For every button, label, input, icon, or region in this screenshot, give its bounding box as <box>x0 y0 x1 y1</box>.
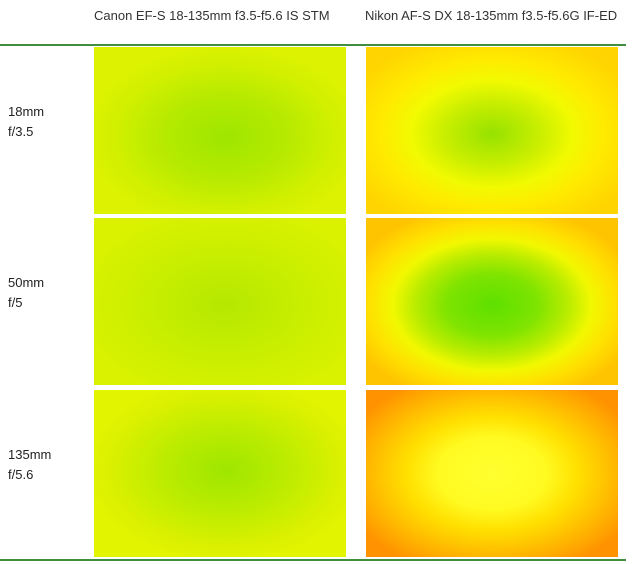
column-header-nikon-label: Nikon AF-S DX 18-135mm f3.5-f5.6G IF-ED <box>365 8 618 23</box>
nikon-18mm-vignetting-map <box>366 47 618 214</box>
column-header-nikon: Nikon AF-S DX 18-135mm f3.5-f5.6G IF-ED <box>365 6 625 26</box>
canon-18mm-vignetting-map <box>94 47 346 214</box>
bottom-rule <box>0 559 626 561</box>
nikon-135mm-vignetting-map <box>366 390 618 557</box>
row-label-135mm: 135mm f/5.6 <box>8 445 51 485</box>
row-label-18mm: 18mm f/3.5 <box>8 102 44 142</box>
row-label-focal: 50mm <box>8 275 45 290</box>
nikon-50mm-vignetting-map <box>366 218 618 385</box>
row-label-focal: 18mm <box>8 104 45 119</box>
row-label-focal: 135mm <box>8 447 52 462</box>
row-label-aperture: f/5 <box>8 295 23 310</box>
column-header-canon: Canon EF-S 18-135mm f3.5-f5.6 IS STM <box>94 6 354 26</box>
row-label-50mm: 50mm f/5 <box>8 273 44 313</box>
row-label-aperture: f/3.5 <box>8 124 34 139</box>
column-header-canon-label: Canon EF-S 18-135mm f3.5-f5.6 IS STM <box>94 8 330 23</box>
canon-135mm-vignetting-map <box>94 390 346 557</box>
canon-50mm-vignetting-map <box>94 218 346 385</box>
top-rule <box>0 44 626 46</box>
row-label-aperture: f/5.6 <box>8 467 34 482</box>
